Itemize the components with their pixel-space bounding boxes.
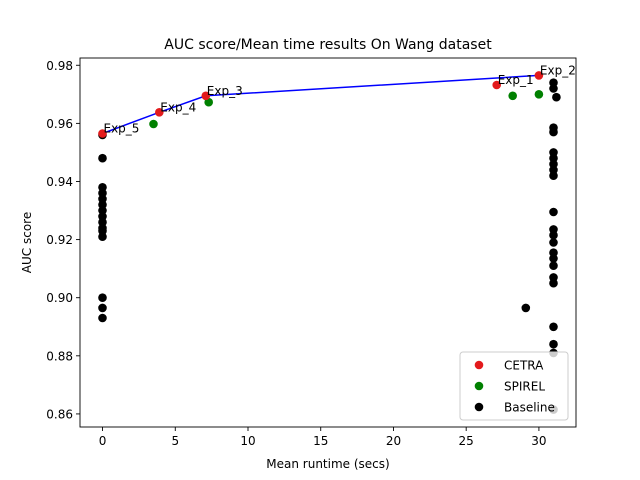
legend: CETRA SPIREL Baseline	[459, 351, 569, 421]
spirel-point	[149, 119, 158, 129]
baseline-point	[549, 238, 558, 247]
spirel-point	[508, 91, 517, 101]
y-tick-label: 0.92	[46, 233, 73, 247]
x-tick-label: 0	[99, 434, 107, 448]
baseline-point	[549, 84, 558, 93]
legend-label: SPIREL	[504, 380, 545, 394]
cetra-point	[201, 91, 211, 101]
trend-line	[102, 74, 539, 135]
baseline-point	[549, 254, 558, 263]
baseline-point	[552, 92, 561, 102]
baseline-point	[549, 278, 558, 288]
y-tick-label: 0.98	[46, 59, 73, 73]
baseline-point	[549, 153, 558, 163]
baseline-point	[98, 232, 107, 241]
data-marks	[98, 71, 561, 414]
annotation-label: Exp_2	[540, 63, 576, 77]
y-axis-label: AUC score	[20, 212, 34, 273]
spirel-point	[204, 97, 213, 107]
baseline-point	[98, 313, 107, 323]
baseline-point	[549, 322, 558, 332]
legend-marker	[474, 381, 484, 391]
y-tick-label: 0.96	[46, 117, 73, 131]
spirel-point	[534, 90, 544, 99]
baseline-point	[549, 261, 558, 271]
chart-title: AUC score/Mean time results On Wang data…	[164, 37, 492, 53]
legend-marker	[474, 360, 484, 370]
cetra-point	[492, 80, 502, 90]
baseline-point	[98, 293, 107, 303]
baseline-point	[549, 230, 558, 240]
x-tick-label: 25	[459, 434, 474, 448]
baseline-point	[98, 153, 107, 163]
axes-frame	[79, 57, 577, 428]
legend-marker	[474, 402, 484, 412]
x-tick-label: 10	[240, 434, 255, 448]
x-tick-label: 20	[386, 434, 401, 448]
baseline-point	[549, 127, 558, 137]
y-tick-label: 0.94	[46, 175, 73, 189]
x-tick-label: 30	[531, 434, 546, 448]
annotation-label: Exp_4	[160, 100, 196, 114]
y-tick-label: 0.90	[46, 291, 73, 305]
x-axis-label: Mean runtime (secs)	[266, 457, 389, 471]
baseline-point	[549, 339, 558, 349]
annotation-label: Exp_1	[498, 73, 534, 87]
annotation-label: Exp_5	[104, 122, 140, 136]
x-tick-label: 15	[313, 434, 328, 448]
baseline-point	[98, 303, 107, 313]
point-annotations: Exp_5 Exp_4 Exp_3 Exp_1 Exp_2	[104, 63, 576, 135]
legend-box	[459, 351, 569, 421]
annotation-label: Exp_3	[207, 84, 243, 98]
legend-label: Baseline	[504, 401, 555, 415]
baseline-point	[521, 303, 531, 313]
y-tick-label: 0.88	[46, 349, 73, 363]
y-tick-label: 0.86	[46, 407, 73, 421]
cetra-point	[155, 108, 164, 117]
cetra-point	[534, 71, 544, 80]
baseline-point	[549, 171, 558, 180]
cetra-point	[98, 129, 107, 138]
baseline-point	[98, 206, 107, 215]
axis-ticks: 0 5 10 15 20 25 30 0.86 0.88 0.90 0.92 0.94 0.96 0.98	[46, 59, 546, 448]
legend-label: CETRA	[504, 359, 544, 373]
x-tick-label: 5	[171, 434, 179, 448]
baseline-point	[549, 207, 558, 217]
